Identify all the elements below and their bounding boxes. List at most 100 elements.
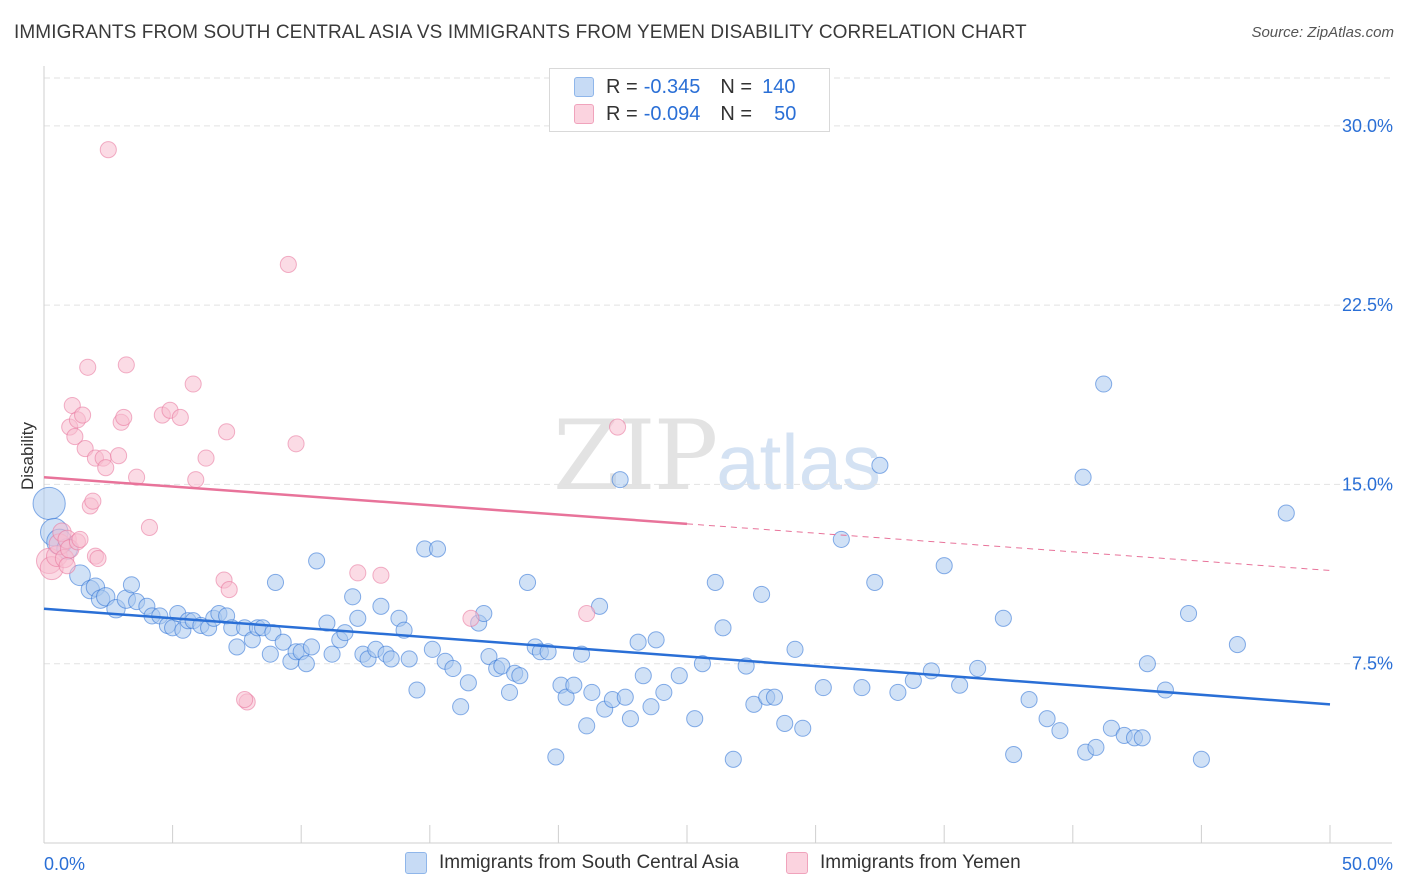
point-south-central-asia: [557, 688, 575, 706]
point-south-central-asia: [1179, 604, 1198, 623]
point-south-central-asia: [871, 456, 889, 474]
y-tick-label: 22.5%: [1342, 295, 1393, 315]
point-yemen: [128, 468, 146, 486]
point-south-central-asia: [408, 681, 426, 699]
point-yemen: [71, 530, 89, 548]
point-south-central-asia: [1038, 710, 1056, 728]
watermark-atlas: atlas: [716, 418, 881, 506]
point-south-central-asia: [323, 645, 341, 663]
point-south-central-asia: [318, 614, 336, 632]
series-swatch-blue: [405, 852, 427, 874]
legend-row-south-central-asia: R = -0.345 N = 140: [574, 74, 795, 100]
point-south-central-asia: [372, 597, 390, 615]
point-south-central-asia: [1074, 468, 1092, 486]
point-south-central-asia: [32, 486, 66, 521]
point-south-central-asia: [786, 640, 804, 658]
point-south-central-asia: [753, 585, 771, 603]
point-yemen: [372, 566, 390, 584]
point-south-central-asia: [122, 576, 140, 594]
point-south-central-asia: [621, 710, 639, 728]
point-yemen: [236, 691, 254, 709]
point-south-central-asia: [1138, 655, 1156, 673]
point-yemen: [349, 564, 367, 582]
legend-n-value: 140: [762, 75, 796, 98]
point-yemen: [220, 581, 238, 599]
legend-swatch-pink: [574, 104, 594, 124]
legend-row-yemen: R = -0.094 N = 50: [574, 101, 796, 127]
point-south-central-asia: [647, 631, 665, 649]
point-south-central-asia: [444, 659, 462, 678]
point-south-central-asia: [686, 710, 704, 728]
point-south-central-asia: [583, 683, 601, 701]
legend-n-label: N =: [720, 75, 753, 98]
point-yemen: [197, 449, 215, 467]
point-south-central-asia: [511, 667, 529, 685]
point-south-central-asia: [776, 714, 794, 733]
series-legend: Immigrants from South Central Asia Immig…: [0, 850, 1406, 878]
point-south-central-asia: [706, 573, 724, 591]
point-yemen: [115, 408, 133, 427]
point-south-central-asia: [969, 659, 987, 678]
point-south-central-asia: [714, 619, 732, 637]
y-tick-label: 30.0%: [1342, 116, 1393, 136]
legend-n-value: 50: [774, 102, 797, 125]
series-swatch-pink: [786, 852, 808, 874]
point-south-central-asia: [382, 650, 400, 668]
point-yemen: [171, 408, 189, 427]
point-south-central-asia: [261, 645, 279, 663]
trendline-yemen-extension: [686, 523, 1331, 571]
chart-title: IMMIGRANTS FROM SOUTH CENTRAL ASIA VS IM…: [14, 22, 1027, 43]
legend-r-value: -0.345: [643, 75, 701, 98]
point-south-central-asia: [1192, 750, 1210, 768]
watermark-zip: ZIP: [553, 400, 718, 512]
y-tick-label: 15.0%: [1342, 474, 1393, 494]
point-south-central-asia: [693, 655, 711, 673]
point-yemen: [58, 557, 76, 575]
point-yemen: [287, 435, 305, 453]
trendline-yemen: [43, 475, 688, 526]
point-yemen: [97, 459, 115, 477]
series-legend-yemen: Immigrants from Yemen: [786, 852, 1021, 874]
point-south-central-asia: [565, 676, 583, 694]
point-south-central-asia: [1277, 504, 1295, 522]
point-yemen: [117, 356, 135, 374]
series-legend-south-central-asia: Immigrants from South Central Asia: [405, 852, 739, 874]
source-credit: Source: ZipAtlas.com: [1251, 24, 1394, 41]
point-yemen: [74, 406, 92, 424]
point-yemen: [66, 428, 84, 446]
point-south-central-asia: [951, 676, 969, 694]
point-south-central-asia: [500, 683, 519, 701]
point-south-central-asia: [814, 679, 832, 697]
point-south-central-asia: [480, 647, 498, 666]
point-south-central-asia: [765, 688, 783, 706]
point-south-central-asia: [1228, 636, 1246, 654]
point-south-central-asia: [866, 573, 884, 591]
point-south-central-asia: [1095, 375, 1113, 393]
point-south-central-asia: [297, 655, 315, 673]
point-south-central-asia: [428, 540, 447, 558]
point-south-central-asia: [266, 573, 285, 591]
point-south-central-asia: [616, 688, 634, 706]
point-south-central-asia: [1020, 691, 1038, 709]
point-south-central-asia: [853, 679, 871, 697]
point-south-central-asia: [1051, 722, 1069, 740]
legend-r-label: R =: [606, 102, 638, 125]
point-yemen: [462, 609, 480, 627]
point-south-central-asia: [452, 698, 470, 716]
point-yemen: [89, 549, 107, 568]
point-south-central-asia: [1156, 681, 1174, 699]
legend-swatch-blue: [574, 77, 594, 97]
point-south-central-asia: [423, 640, 441, 658]
point-south-central-asia: [642, 698, 660, 716]
x-tick-label-min: 0.0%: [44, 854, 85, 874]
point-south-central-asia: [547, 748, 565, 766]
point-south-central-asia: [994, 609, 1012, 627]
point-south-central-asia: [349, 609, 367, 627]
watermark: ZIPatlas: [553, 400, 881, 512]
point-south-central-asia: [591, 597, 609, 615]
x-tick-label-max: 50.0%: [1342, 854, 1393, 874]
point-south-central-asia: [274, 633, 292, 651]
point-south-central-asia: [1133, 729, 1151, 747]
point-yemen: [609, 418, 627, 436]
